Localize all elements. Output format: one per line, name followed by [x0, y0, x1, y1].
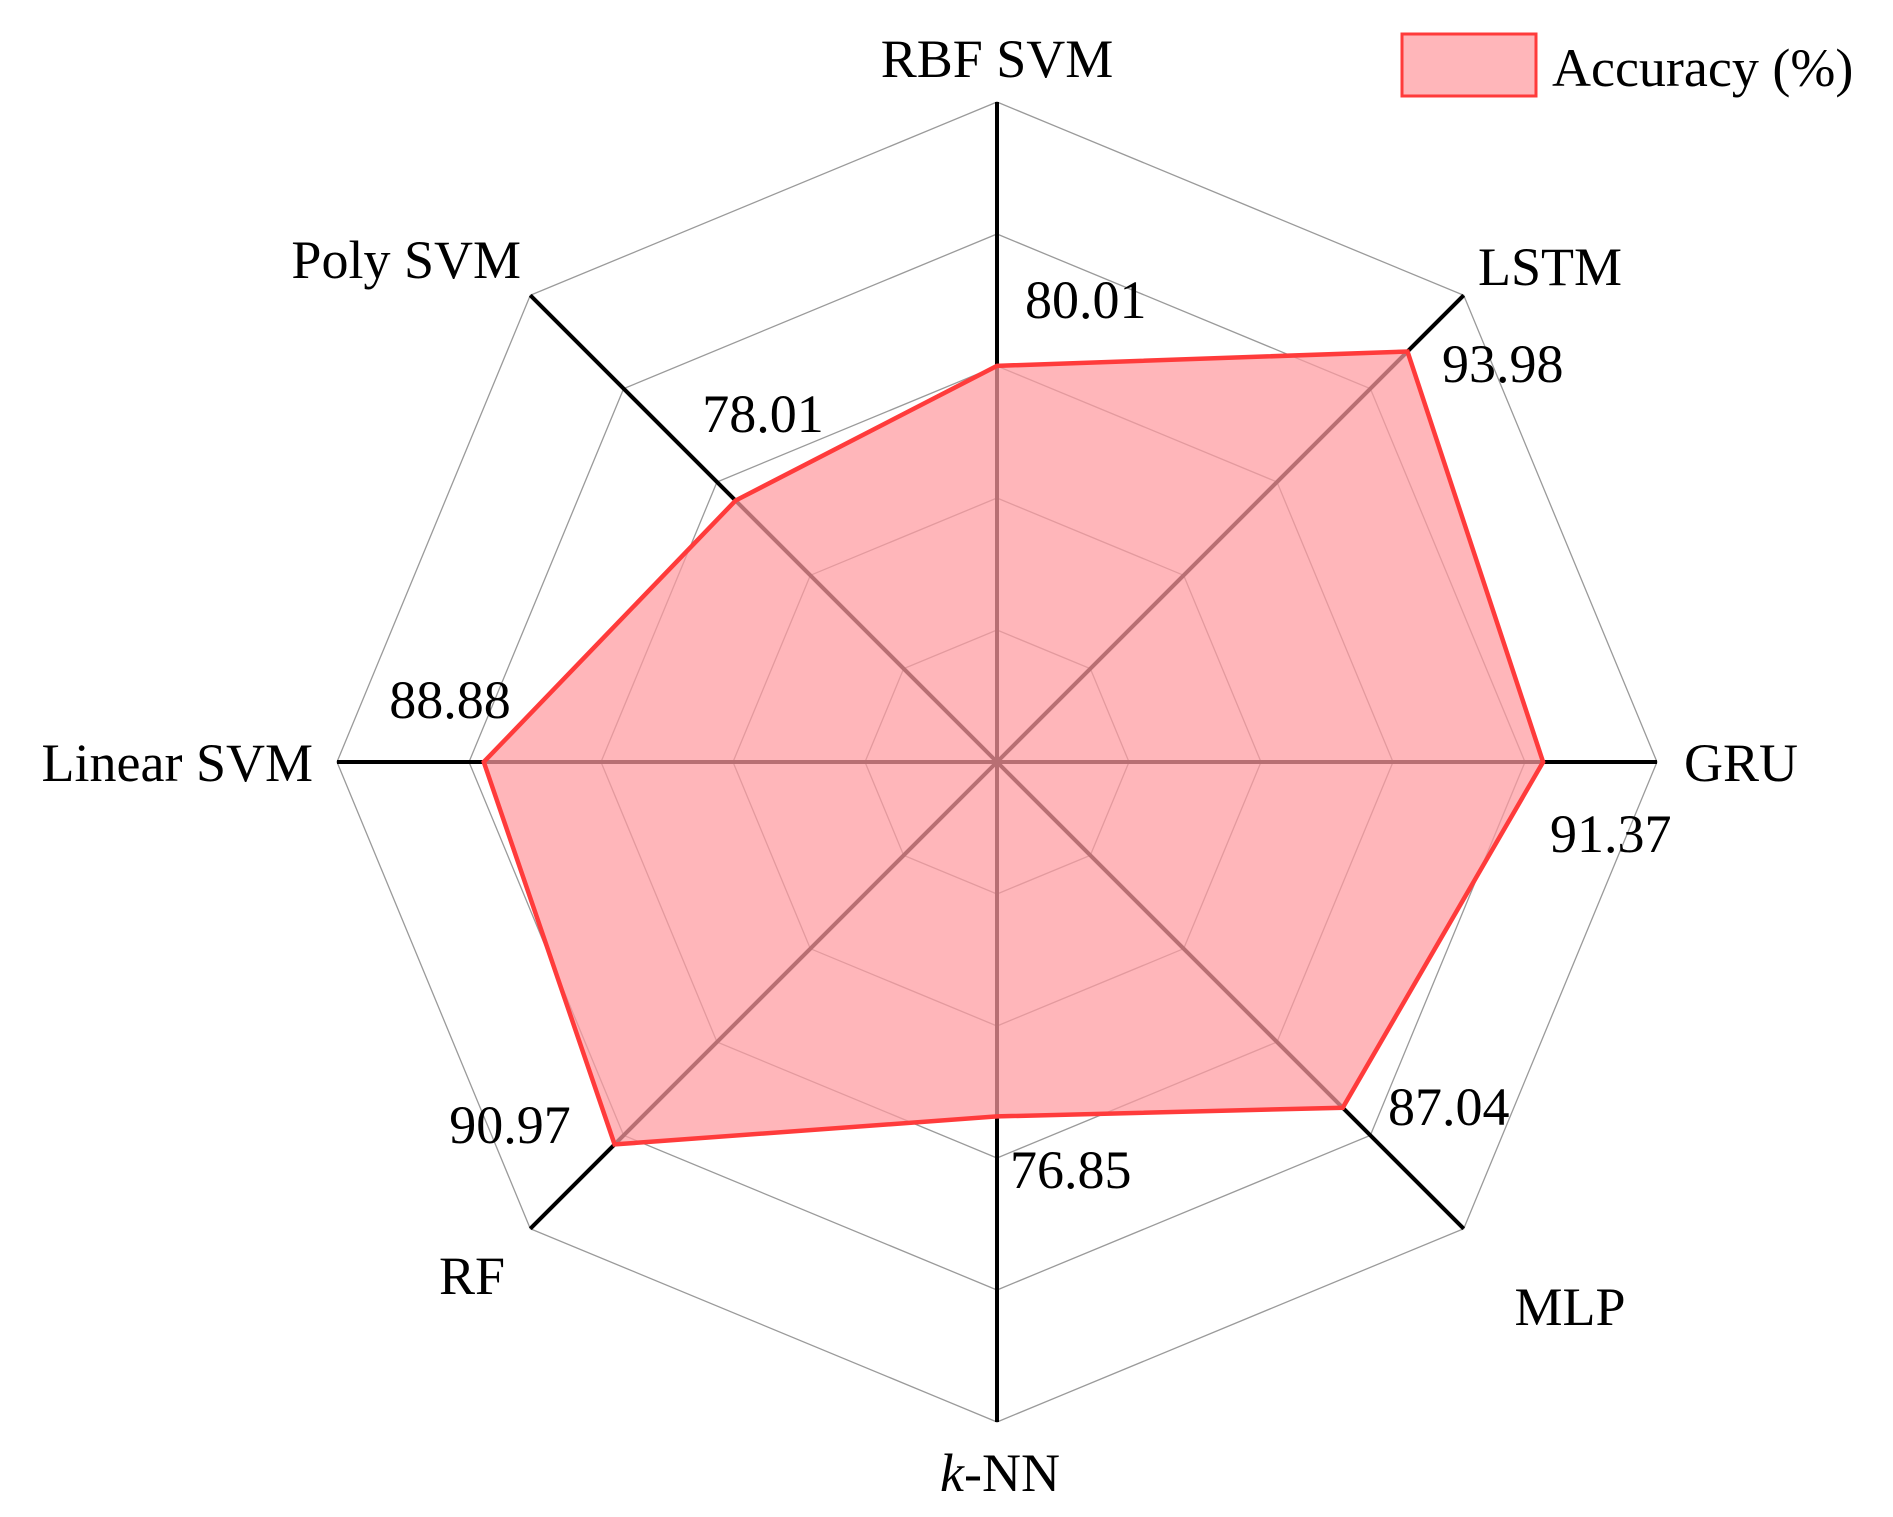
category-label-k-nn: k-NN — [940, 1443, 1060, 1503]
category-label-gru: GRU — [1684, 733, 1798, 793]
legend-label: Accuracy (%) — [1552, 38, 1853, 98]
category-label-lstm: LSTM — [1478, 237, 1622, 297]
value-label-linear-svm: 88.88 — [389, 670, 511, 730]
value-label-poly-svm: 78.01 — [702, 384, 824, 444]
series-accuracy-area — [481, 349, 1546, 1147]
value-label-gru: 91.37 — [1550, 804, 1672, 864]
category-label-rf: RF — [439, 1246, 505, 1306]
legend: Accuracy (%) — [1400, 32, 1853, 98]
category-label-poly-svm: Poly SVM — [291, 230, 521, 290]
category-label-linear-svm: Linear SVM — [42, 733, 313, 793]
label-layer: RBF SVM LSTM GRU MLP k-NN RF Linear SVM Poly SV… — [42, 29, 1798, 1503]
value-label-rbf-svm: 80.01 — [1025, 270, 1147, 330]
value-label-rf: 90.97 — [449, 1095, 571, 1155]
category-label-mlp: MLP — [1514, 1277, 1625, 1337]
series-layer — [481, 349, 1546, 1147]
value-label-mlp: 87.04 — [1388, 1077, 1510, 1137]
legend-swatch — [1400, 32, 1538, 98]
value-label-k-nn: 76.85 — [1010, 1140, 1132, 1200]
value-label-lstm: 93.98 — [1442, 334, 1564, 394]
category-label-rbf-svm: RBF SVM — [881, 29, 1114, 89]
